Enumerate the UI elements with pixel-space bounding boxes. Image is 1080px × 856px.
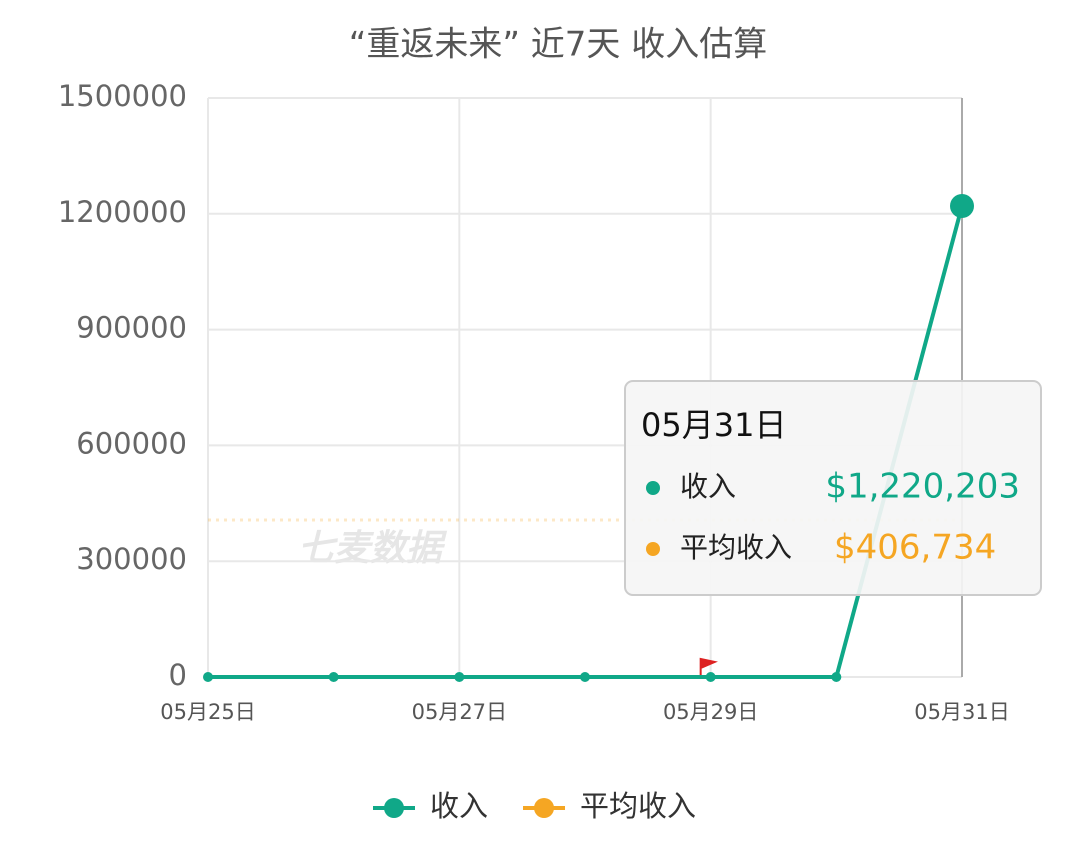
tooltip-dot (646, 481, 660, 495)
chart-title: “重返未来” 近7天 收入估算 (349, 25, 767, 65)
y-tick-label: 0 (169, 658, 187, 692)
y-tick-label: 300000 (76, 542, 187, 576)
y-tick-label: 900000 (76, 311, 187, 345)
y-tick-label: 600000 (76, 426, 187, 460)
y-tick-label: 1200000 (58, 195, 187, 229)
data-point (328, 672, 339, 682)
data-point (831, 672, 842, 682)
tooltip-value: $406,734 (834, 528, 996, 568)
data-point (950, 194, 974, 219)
data-point (580, 672, 590, 682)
legend-dot (384, 798, 404, 818)
tooltip-value: $1,220,203 (825, 467, 1020, 507)
x-tick-label: 05月31日 (914, 700, 1009, 724)
data-point (705, 672, 716, 682)
legend-label[interactable]: 收入 (430, 789, 488, 823)
watermark: 七麦数据 (298, 528, 448, 569)
y-tick-label: 1500000 (58, 79, 187, 113)
x-tick-label: 05月27日 (412, 700, 507, 724)
x-tick-label: 05月29日 (663, 700, 758, 724)
tooltip-title: 05月31日 (641, 406, 786, 444)
x-tick-label: 05月25日 (160, 700, 255, 724)
legend-dot (534, 798, 555, 818)
tooltip-box (624, 380, 1042, 596)
tooltip-dot (646, 542, 660, 556)
flag-icon (699, 657, 718, 675)
data-point (203, 672, 213, 682)
tooltip-name: 平均收入 (680, 531, 792, 564)
legend-label[interactable]: 平均收入 (580, 789, 696, 823)
tooltip-name: 收入 (680, 470, 736, 503)
data-point (454, 672, 465, 682)
